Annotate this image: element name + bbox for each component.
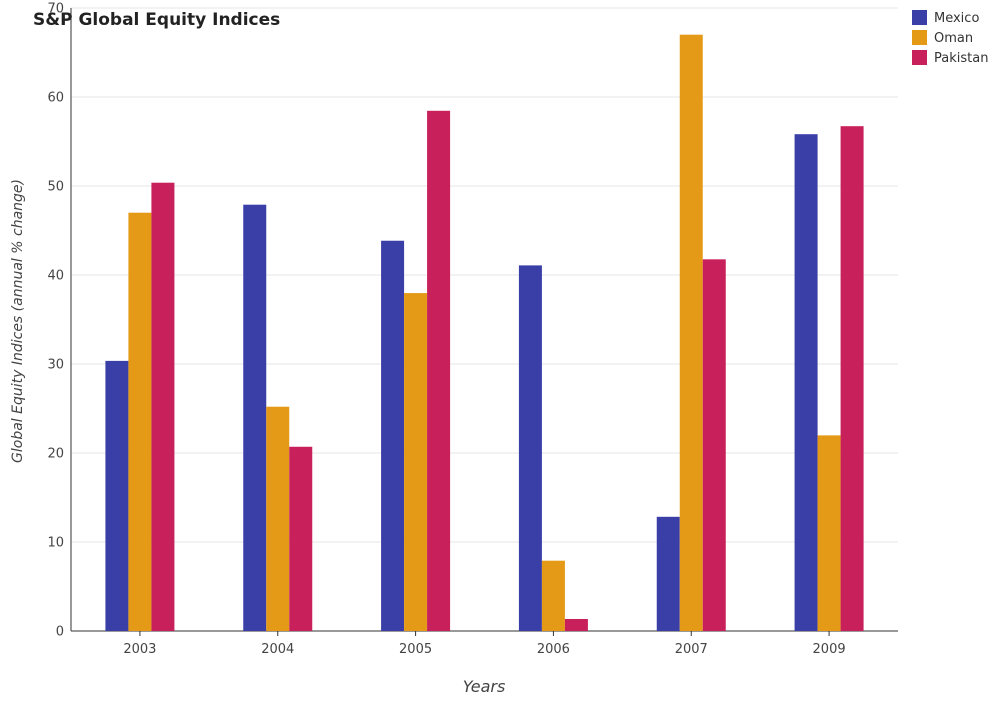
bar-oman-2006 bbox=[541, 560, 565, 631]
bar-pakistan-2007 bbox=[702, 259, 726, 631]
y-tick-label: 50 bbox=[47, 180, 64, 195]
legend-swatch-oman bbox=[912, 30, 927, 45]
bar-mexico-2004 bbox=[243, 204, 267, 631]
bar-pakistan-2004 bbox=[289, 446, 313, 631]
bar-pakistan-2005 bbox=[427, 110, 451, 632]
y-tick-label: 70 bbox=[47, 2, 64, 17]
bar-mexico-2009 bbox=[794, 134, 818, 631]
y-tick-label: 10 bbox=[47, 536, 64, 551]
bar-mexico-2005 bbox=[381, 240, 405, 632]
x-axis-label: Years bbox=[463, 677, 506, 696]
legend-label-mexico: Mexico bbox=[934, 11, 979, 26]
bar-oman-2005 bbox=[404, 293, 428, 631]
bar-oman-2003 bbox=[128, 212, 152, 631]
x-tick-label: 2003 bbox=[123, 642, 156, 657]
x-tick-label: 2009 bbox=[813, 642, 846, 657]
bar-pakistan-2006 bbox=[564, 618, 588, 631]
x-tick-label: 2005 bbox=[399, 642, 432, 657]
chart-title: S&P Global Equity Indices bbox=[33, 10, 280, 30]
bar-mexico-2003 bbox=[105, 360, 129, 631]
x-tick-label: 2004 bbox=[261, 642, 294, 657]
y-tick-label: 20 bbox=[47, 447, 64, 462]
legend-label-pakistan: Pakistan bbox=[934, 51, 988, 66]
x-tick-label: 2007 bbox=[675, 642, 708, 657]
y-tick-label: 60 bbox=[47, 91, 64, 106]
bar-mexico-2006 bbox=[518, 265, 542, 631]
y-tick-label: 40 bbox=[47, 269, 64, 284]
bar-mexico-2007 bbox=[656, 516, 680, 631]
legend-swatch-pakistan bbox=[912, 50, 927, 65]
bar-pakistan-2003 bbox=[151, 182, 175, 631]
bar-oman-2007 bbox=[679, 34, 703, 631]
bar-pakistan-2009 bbox=[840, 126, 864, 631]
y-axis-label: Global Equity Indices (annual % change) bbox=[10, 179, 26, 463]
bar-oman-2009 bbox=[817, 435, 841, 631]
x-tick-label: 2006 bbox=[537, 642, 570, 657]
plot-area: 0 10 20 30 40 50 60 70 2003 2004 2005 2006 2007 2009 bbox=[47, 2, 898, 657]
legend-swatch-mexico bbox=[912, 10, 927, 25]
y-tick-label: 30 bbox=[47, 358, 64, 373]
legend-label-oman: Oman bbox=[934, 31, 973, 46]
bar-oman-2004 bbox=[266, 406, 290, 631]
y-tick-label: 0 bbox=[56, 625, 64, 640]
legend: Mexico Oman Pakistan bbox=[912, 10, 988, 66]
